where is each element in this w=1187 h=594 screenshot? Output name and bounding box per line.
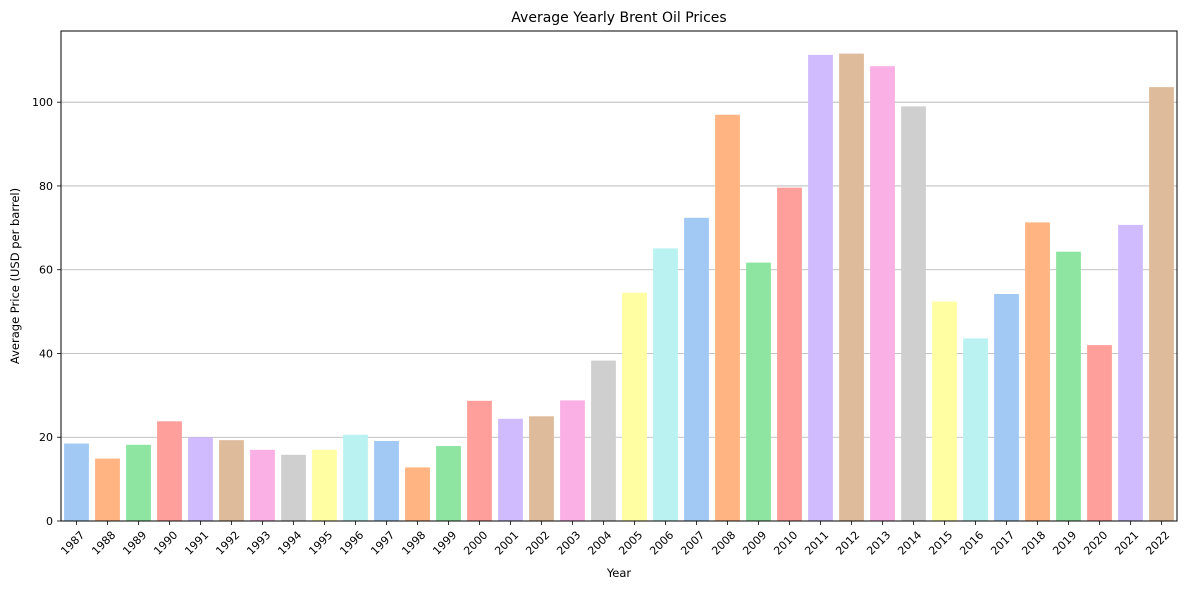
x-tick-label: 1988 [89, 529, 118, 558]
bar-1996 [343, 434, 368, 521]
x-tick-label: 2014 [895, 529, 924, 558]
bar-2015 [932, 301, 957, 521]
bar-2011 [808, 54, 833, 521]
x-tick-label: 1997 [368, 529, 397, 558]
x-tick-label: 2001 [492, 529, 521, 558]
x-tick-label: 2003 [554, 529, 583, 558]
y-tick-label: 40 [39, 347, 53, 360]
bar-2003 [560, 400, 585, 521]
bar-2001 [498, 418, 523, 521]
x-tick-label: 1991 [182, 529, 211, 558]
bar-2021 [1118, 224, 1143, 521]
x-tick-label: 2022 [1143, 529, 1172, 558]
x-tick-label: 2008 [709, 529, 738, 558]
bar-2009 [746, 262, 771, 521]
bar-2020 [1087, 345, 1112, 521]
plot-frame [60, 30, 1178, 522]
chart-title: Average Yearly Brent Oil Prices [511, 10, 726, 26]
bar-1989 [126, 444, 151, 521]
bar-2007 [684, 217, 709, 522]
bar-1994 [281, 454, 306, 521]
bar-2019 [1056, 251, 1081, 521]
x-tick-label: 2011 [802, 529, 831, 558]
x-axis-ticks: 1987 1988 1989 1990 1991 1992 1993 1994 1995 1996… [58, 521, 1172, 558]
bar-1991 [188, 437, 213, 521]
x-tick-label: 2016 [957, 529, 986, 558]
bars [64, 53, 1174, 522]
x-axis-label: Year [606, 566, 632, 580]
x-tick-label: 2015 [926, 529, 955, 558]
x-tick-label: 1990 [151, 529, 180, 558]
x-tick-label: 2009 [740, 529, 769, 558]
x-tick-label: 1999 [430, 529, 459, 558]
bar-1997 [374, 441, 399, 521]
x-tick-label: 2020 [1081, 529, 1110, 558]
y-tick-label: 80 [39, 180, 53, 193]
bar-1992 [219, 440, 244, 521]
x-tick-label: 2018 [1019, 529, 1048, 558]
gridlines [61, 101, 1177, 438]
bar-2002 [529, 416, 554, 521]
x-tick-label: 1994 [275, 529, 304, 558]
bar-2006 [653, 248, 678, 521]
x-tick-label: 2007 [678, 529, 707, 558]
bar-2018 [1025, 222, 1050, 521]
bar-2010 [777, 187, 802, 521]
x-tick-label: 1996 [337, 529, 366, 558]
x-tick-label: 1993 [244, 529, 273, 558]
bar-1987 [64, 443, 89, 521]
bar-1998 [405, 467, 430, 521]
x-tick-label: 2010 [771, 529, 800, 558]
y-tick-label: 100 [32, 96, 53, 109]
y-axis-ticks: 0 20 40 60 80 100 [32, 96, 61, 528]
y-tick-label: 60 [39, 264, 53, 277]
x-tick-label: 2019 [1050, 529, 1079, 558]
x-tick-label: 2006 [647, 529, 676, 558]
x-tick-label: 1995 [306, 529, 335, 558]
x-tick-label: 1998 [399, 529, 428, 558]
x-tick-label: 1992 [213, 529, 242, 558]
bar-2000 [467, 400, 492, 521]
x-tick-label: 2021 [1112, 529, 1141, 558]
bar-2022 [1149, 87, 1174, 521]
y-axis-label: Average Price (USD per barrel) [8, 188, 22, 364]
x-tick-label: 1989 [120, 529, 149, 558]
bar-2004 [591, 360, 616, 521]
bar-2012 [839, 53, 864, 521]
bar-1990 [157, 421, 182, 521]
bar-2014 [901, 106, 926, 521]
bar-1995 [312, 449, 337, 521]
bar-2008 [715, 114, 740, 521]
x-tick-label: 1987 [58, 529, 87, 558]
bar-2005 [622, 292, 647, 521]
x-tick-label: 2002 [523, 529, 552, 558]
bar-1999 [436, 446, 461, 521]
x-tick-label: 2017 [988, 529, 1017, 558]
bar-1988 [95, 458, 120, 521]
bar-2013 [870, 66, 895, 521]
x-tick-label: 2013 [864, 529, 893, 558]
x-tick-label: 2004 [585, 529, 614, 558]
x-tick-label: 2005 [616, 529, 645, 558]
y-tick-label: 0 [46, 515, 53, 528]
bar-2017 [994, 294, 1019, 521]
x-tick-label: 2000 [461, 529, 490, 558]
y-tick-label: 20 [39, 431, 53, 444]
bar-2016 [963, 338, 988, 521]
x-tick-label: 2012 [833, 529, 862, 558]
bar-1993 [250, 449, 275, 521]
